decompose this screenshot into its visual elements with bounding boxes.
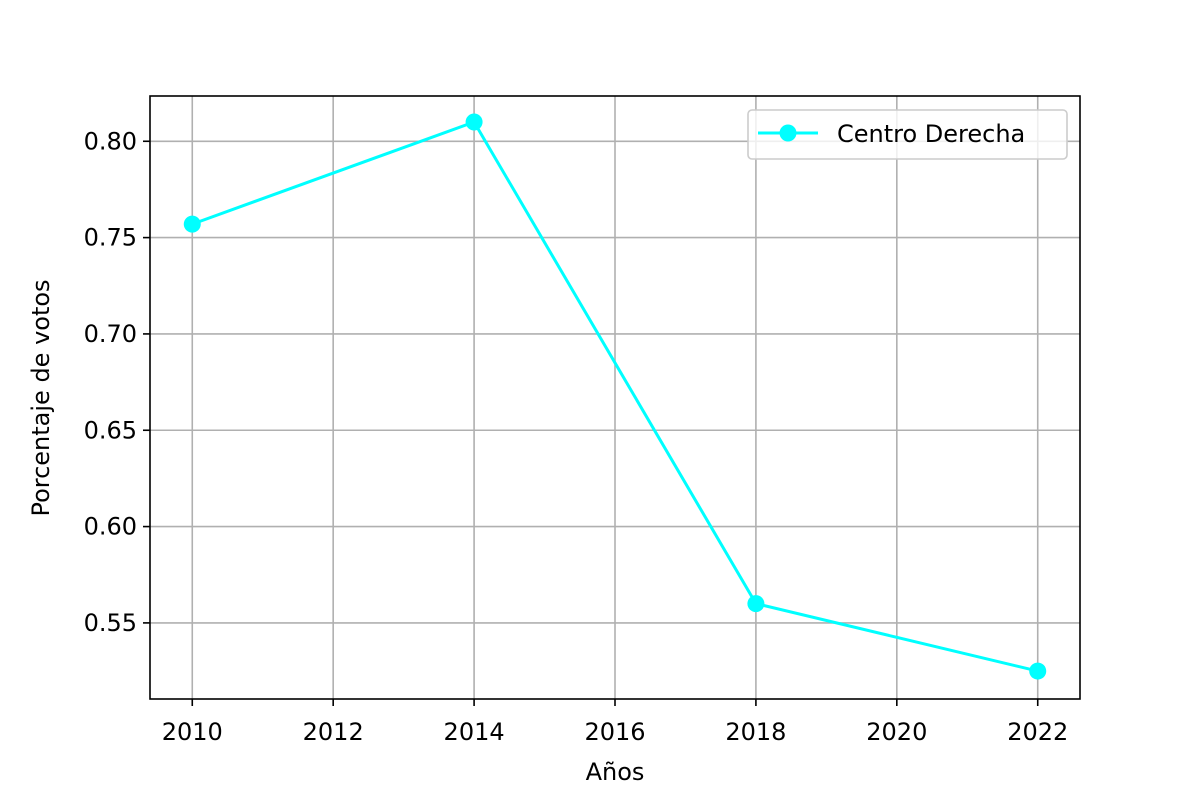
- x-tick-label: 2022: [1007, 718, 1068, 746]
- x-tick-label: 2020: [866, 718, 927, 746]
- x-tick-label: 2012: [303, 718, 364, 746]
- data-point: [747, 595, 765, 613]
- y-tick-label: 0.70: [84, 320, 137, 348]
- y-tick-label: 0.65: [84, 416, 137, 444]
- x-axis-label: Años: [586, 758, 645, 786]
- data-point: [465, 113, 483, 131]
- data-point: [183, 215, 201, 233]
- axis-ticks: 2010 2012 2014 2016 2018 2020 2022 0.55 0.60 0.65…: [84, 127, 1069, 746]
- data-point: [1029, 662, 1047, 680]
- x-tick-label: 2018: [725, 718, 786, 746]
- y-axis-label: Porcentaje de votos: [27, 279, 55, 516]
- legend-series-label: Centro Derecha: [837, 120, 1025, 148]
- grid: [150, 96, 1080, 699]
- y-tick-label: 0.75: [84, 224, 137, 252]
- x-tick-label: 2016: [584, 718, 645, 746]
- legend-box: [747, 109, 1068, 160]
- series-layer: [183, 113, 1047, 680]
- legend-series-marker: [779, 124, 797, 142]
- y-tick-label: 0.60: [84, 513, 137, 541]
- x-tick-label: 2014: [444, 718, 505, 746]
- series-line: [191, 120, 1039, 673]
- legend: Centro Derecha: [747, 109, 1068, 160]
- x-tick-label: 2010: [162, 718, 223, 746]
- y-tick-label: 0.55: [84, 609, 137, 637]
- y-tick-label: 0.80: [84, 127, 137, 155]
